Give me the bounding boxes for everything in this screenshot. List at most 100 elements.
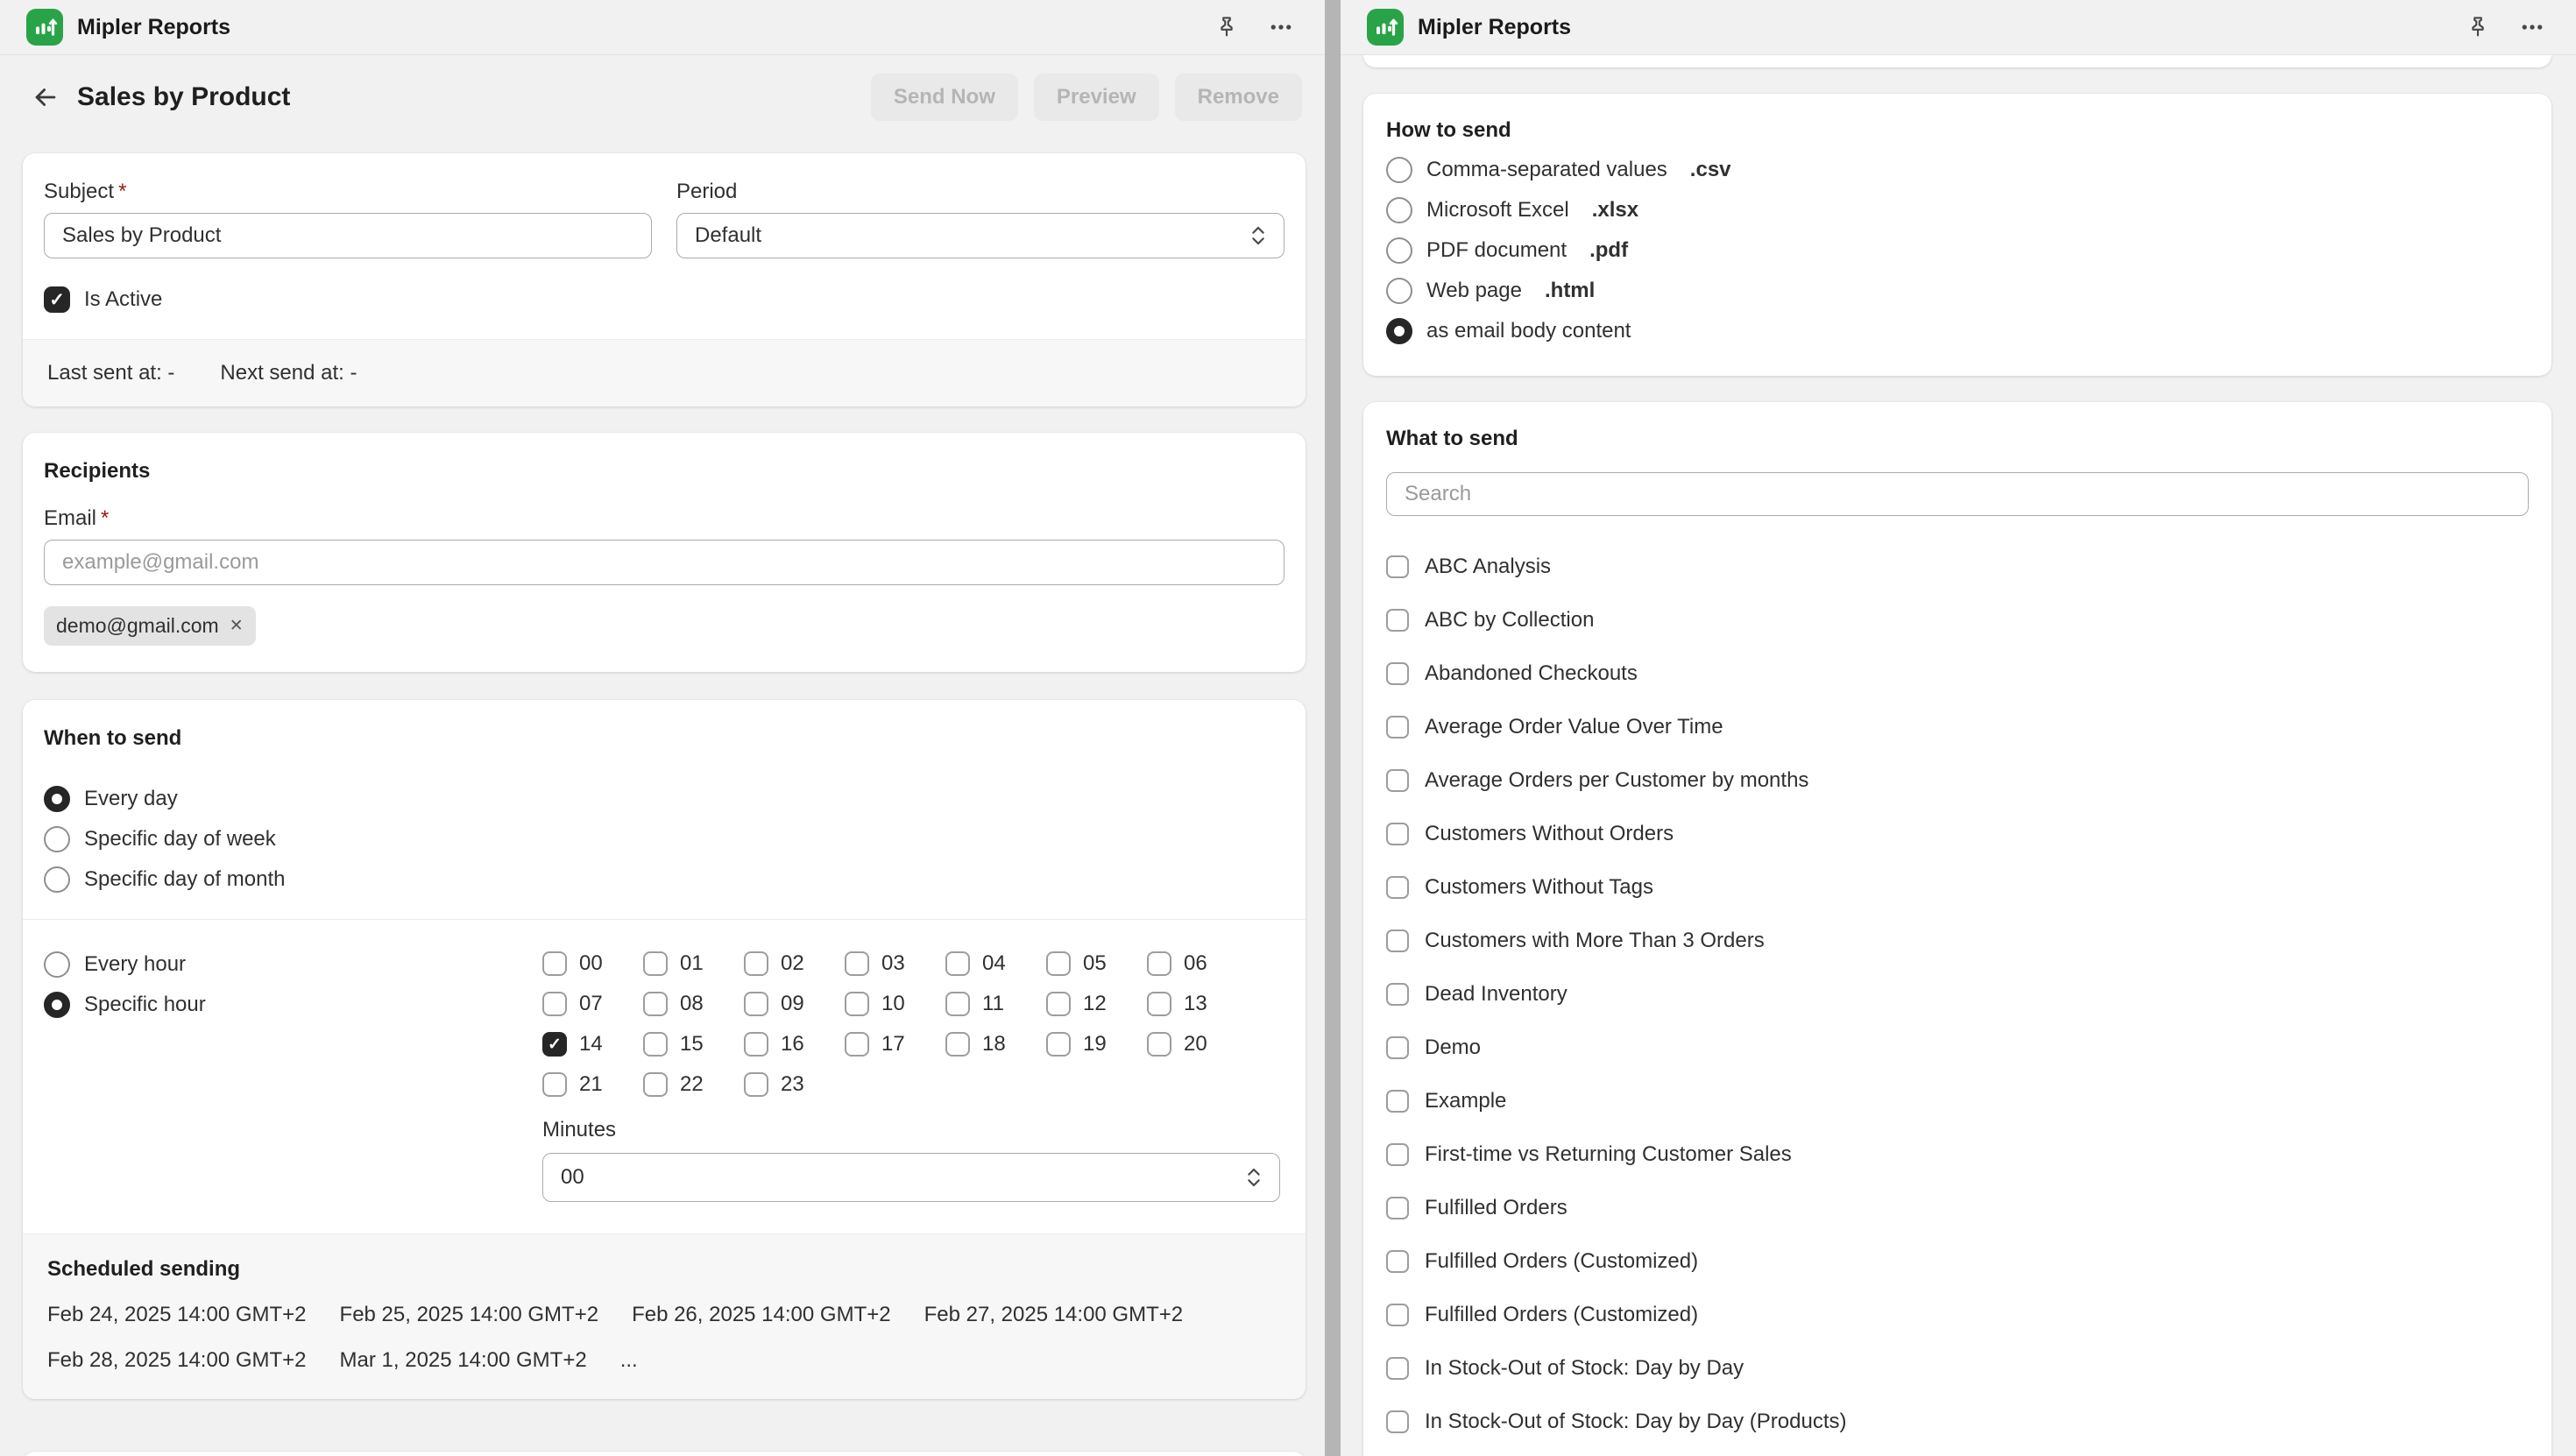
hour-checkbox-23[interactable]: 23 (744, 1072, 845, 1097)
hour-checkbox-08[interactable]: 08 (643, 992, 744, 1016)
report-checkbox-example[interactable]: Example (1386, 1089, 1506, 1113)
radio-option-microsoft-excel[interactable]: Microsoft Excel .xlsx (1386, 197, 1638, 223)
email-input[interactable] (44, 540, 1284, 585)
checkbox-icon (744, 992, 768, 1016)
scheduled-dates-row: Feb 28, 2025 14:00 GMT+2 Mar 1, 2025 14:0… (47, 1348, 1281, 1373)
radio-option-specific-hour[interactable]: Specific hour (44, 992, 206, 1018)
report-checkbox-customers-with-more-than-3-orders[interactable]: Customers with More Than 3 Orders (1386, 929, 1765, 953)
checkbox-icon (1147, 992, 1171, 1016)
checkbox-icon (945, 951, 970, 976)
checkbox-icon (1386, 1197, 1409, 1219)
radio-option-pdf-document[interactable]: PDF document .pdf (1386, 237, 1628, 264)
hour-checkbox-17[interactable]: 17 (845, 1032, 945, 1057)
hour-checkbox-15[interactable]: 15 (643, 1032, 744, 1057)
report-checkbox-average-order-value-over-time[interactable]: Average Order Value Over Time (1386, 715, 1723, 739)
hour-checkbox-07[interactable]: 07 (542, 992, 643, 1016)
checkbox-icon (643, 1072, 668, 1097)
hour-checkbox-20[interactable]: 20 (1147, 1032, 1248, 1057)
hour-checkbox-19[interactable]: 19 (1046, 1032, 1147, 1057)
left-panel-header: Mipler Reports (0, 0, 1325, 55)
radio-option-specific-day-of-week[interactable]: Specific day of week (44, 826, 276, 852)
report-checkbox-abc-analysis[interactable]: ABC Analysis (1386, 555, 1551, 579)
hour-checkbox-06[interactable]: 06 (1147, 951, 1248, 976)
minutes-label: Minutes (542, 1118, 617, 1141)
report-checkbox-fulfilled-orders[interactable]: Fulfilled Orders (1386, 1196, 1568, 1220)
what-to-send-card: What to send ABC Analysis ABC by Collecti… (1363, 402, 2551, 1456)
hour-checkbox-22[interactable]: 22 (643, 1072, 744, 1097)
hour-checkbox-04[interactable]: 04 (945, 951, 1046, 976)
radio-option-specific-day-of-month[interactable]: Specific day of month (44, 866, 285, 893)
more-options-icon[interactable] (2515, 10, 2550, 45)
report-label: ABC Analysis (1425, 555, 1552, 578)
hour-checkbox-09[interactable]: 09 (744, 992, 845, 1016)
section-divider (23, 919, 1306, 920)
report-checkbox-fulfilled-orders-customized[interactable]: Fulfilled Orders (Customized) (1386, 1303, 1698, 1327)
hour-checkbox-01[interactable]: 01 (643, 951, 744, 976)
checkbox-icon (1386, 1357, 1409, 1380)
radio-option-comma-separated-values[interactable]: Comma-separated values .csv (1386, 157, 1731, 183)
radio-option-every-day[interactable]: Every day (44, 786, 178, 812)
preview-button[interactable]: Preview (1033, 74, 1159, 121)
scheduled-dates-row: Feb 24, 2025 14:00 GMT+2 Feb 25, 2025 14:… (47, 1303, 1281, 1327)
period-select[interactable]: Default (676, 213, 1284, 258)
is-active-checkbox[interactable]: ✓ Is Active (44, 286, 162, 313)
hour-checkbox-11[interactable]: 11 (945, 992, 1046, 1016)
hour-checkbox-16[interactable]: 16 (744, 1032, 845, 1057)
hour-checkbox-14[interactable]: ✓ 14 (542, 1032, 643, 1057)
checkbox-icon (1386, 1410, 1409, 1433)
report-label: Customers with More Than 3 Orders (1425, 929, 1765, 952)
hour-label: 23 (781, 1072, 804, 1096)
minutes-select[interactable]: 00 (542, 1153, 1280, 1202)
scheduled-sending-footer: Scheduled sending Feb 24, 2025 14:00 GMT… (23, 1233, 1306, 1399)
checkbox-icon (1386, 609, 1409, 632)
day-frequency-radio-group: Every day Specific day of week Specific da… (44, 786, 1284, 893)
report-checkbox-customers-without-orders[interactable]: Customers Without Orders (1386, 822, 1674, 846)
report-checkbox-dead-inventory[interactable]: Dead Inventory (1386, 982, 1568, 1007)
report-checkbox-fulfilled-orders-customized[interactable]: Fulfilled Orders (Customized) (1386, 1249, 1698, 1274)
when-to-send-heading: When to send (44, 726, 182, 750)
is-active-label: Is Active (84, 287, 163, 311)
radio-option-web-page[interactable]: Web page .html (1386, 278, 1595, 304)
send-now-button[interactable]: Send Now (870, 74, 1018, 121)
hour-checkbox-03[interactable]: 03 (845, 951, 945, 976)
left-panel-body: Sales by Product Send Now Preview Remove… (0, 55, 1325, 1456)
radio-option-as-email-body-content[interactable]: as email body content (1386, 318, 1631, 344)
checkbox-icon (845, 992, 869, 1016)
panel-splitter[interactable] (1325, 0, 1341, 1456)
report-checkbox-demo[interactable]: Demo (1386, 1035, 1481, 1060)
select-chevrons-icon (1246, 1164, 1262, 1191)
report-checkbox-average-orders-per-customer-by-months[interactable]: Average Orders per Customer by months (1386, 768, 1808, 793)
remove-button[interactable]: Remove (1174, 74, 1302, 121)
minutes-field-group: Minutes 00 (542, 1118, 1284, 1202)
hour-label: 22 (680, 1072, 704, 1096)
hour-checkbox-10[interactable]: 10 (845, 992, 945, 1016)
hour-checkbox-18[interactable]: 18 (945, 1032, 1046, 1057)
scheduled-date: Feb 27, 2025 14:00 GMT+2 (924, 1303, 1184, 1326)
radio-label: as email body content (1426, 319, 1631, 343)
subject-input[interactable] (44, 213, 652, 258)
checkbox-icon (1046, 951, 1071, 976)
radio-label: PDF document (1426, 238, 1568, 262)
remove-recipient-icon[interactable]: ✕ (229, 617, 244, 635)
hour-checkbox-05[interactable]: 05 (1046, 951, 1147, 976)
radio-option-every-hour[interactable]: Every hour (44, 951, 186, 978)
report-checkbox-abandoned-checkouts[interactable]: Abandoned Checkouts (1386, 661, 1638, 686)
hour-checkbox-12[interactable]: 12 (1046, 992, 1147, 1016)
more-options-icon[interactable] (1263, 10, 1299, 45)
report-checkbox-customers-without-tags[interactable]: Customers Without Tags (1386, 875, 1653, 900)
hour-checkbox-02[interactable]: 02 (744, 951, 845, 976)
hour-label: 13 (1184, 992, 1207, 1015)
hour-checkbox-13[interactable]: 13 (1147, 992, 1248, 1016)
pin-icon[interactable] (2460, 10, 2495, 45)
report-checkbox-in-stock-out-of-stock-day-by-day[interactable]: In Stock-Out of Stock: Day by Day (1386, 1356, 1744, 1381)
hour-checkbox-21[interactable]: 21 (542, 1072, 643, 1097)
hour-checkbox-00[interactable]: 00 (542, 951, 643, 976)
back-arrow-icon[interactable] (26, 78, 65, 117)
report-search-input[interactable] (1386, 472, 2529, 516)
report-checkbox-first-time-vs-returning-customer-sales[interactable]: First-time vs Returning Customer Sales (1386, 1142, 1792, 1167)
report-checkbox-abc-by-collection[interactable]: ABC by Collection (1386, 608, 1594, 633)
report-checkbox-in-stock-out-of-stock-day-by-day-products[interactable]: In Stock-Out of Stock: Day by Day (Produ… (1386, 1410, 1847, 1434)
pin-icon[interactable] (1209, 10, 1244, 45)
mipler-logo-icon (26, 9, 63, 46)
scheduled-date: Feb 28, 2025 14:00 GMT+2 (47, 1348, 307, 1372)
